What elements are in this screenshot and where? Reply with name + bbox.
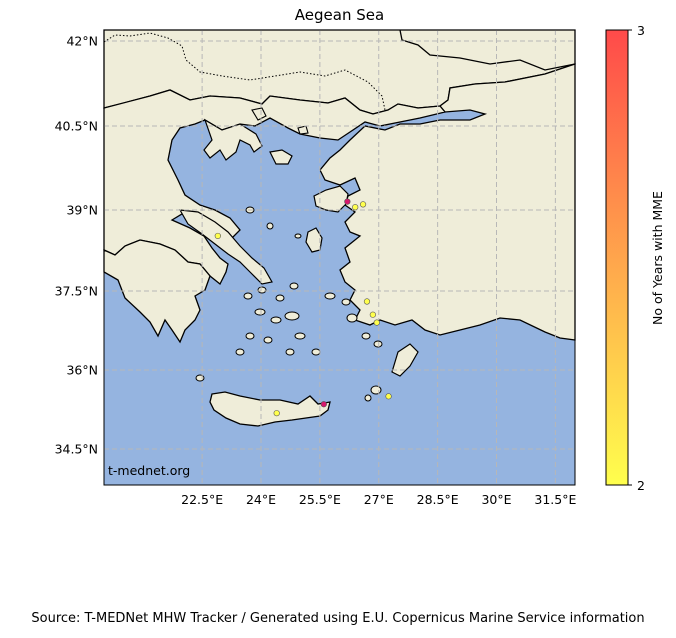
- mme-sites: [214, 198, 392, 417]
- lat-tick-label: 40.5°N: [55, 119, 98, 134]
- mme-site-marker: [369, 311, 376, 318]
- mme-site-marker: [320, 401, 327, 408]
- lat-tick-label: 36°N: [66, 363, 98, 378]
- land-crete: [209, 391, 331, 427]
- gridlines: [104, 30, 575, 485]
- mme-site-marker: [363, 298, 371, 305]
- source-footer: Source: T-MEDNet MHW Tracker / Generated…: [31, 611, 645, 626]
- colorbar: [605, 29, 629, 486]
- colorbar-max-label: 3: [637, 23, 645, 38]
- land-anatolia: [319, 63, 576, 341]
- mme-site-marker: [359, 201, 367, 208]
- land-thasos: [251, 107, 267, 121]
- map-title: Aegean Sea: [294, 6, 385, 24]
- land-evia: [178, 209, 273, 285]
- mme-site-marker: [214, 232, 221, 240]
- land-thrace: [103, 89, 447, 286]
- mme-site-marker: [344, 198, 351, 205]
- mme-site-marker: [273, 410, 280, 417]
- lat-tick-label: 34.5°N: [55, 442, 98, 457]
- mme-site-marker: [385, 393, 392, 400]
- lon-tick-label: 22.5°E: [181, 492, 223, 507]
- map-frame: [103, 29, 576, 486]
- latitude-labels: 42°N 40.5°N 39°N 37.5°N 36°N 34.5°N: [55, 34, 98, 457]
- mme-site-marker: [373, 319, 380, 326]
- lon-tick-label: 24°E: [246, 492, 276, 507]
- lat-tick-label: 37.5°N: [55, 284, 98, 299]
- colorbar-min-label: 2: [637, 478, 645, 493]
- watermark-text: t-mednet.org: [108, 463, 190, 478]
- lat-tick-label: 39°N: [66, 203, 98, 218]
- lon-tick-label: 25.5°E: [299, 492, 341, 507]
- map-panel: [103, 29, 576, 485]
- lon-tick-label: 31.5°E: [534, 492, 576, 507]
- lon-tick-label: 30°E: [481, 492, 511, 507]
- lat-tick-label: 42°N: [66, 34, 98, 49]
- colorbar-label: No of Years with MME: [650, 191, 665, 325]
- lon-tick-label: 28.5°E: [417, 492, 459, 507]
- longitude-labels: 22.5°E 24°E 25.5°E 27°E 28.5°E 30°E 31.5°E: [181, 492, 576, 507]
- mme-site-marker: [352, 204, 359, 211]
- lon-tick-label: 27°E: [364, 492, 394, 507]
- land-lemnos: [269, 149, 293, 165]
- land-chalkidiki: [203, 118, 263, 161]
- land-rhodes: [391, 343, 419, 377]
- land-samothraki: [297, 125, 309, 135]
